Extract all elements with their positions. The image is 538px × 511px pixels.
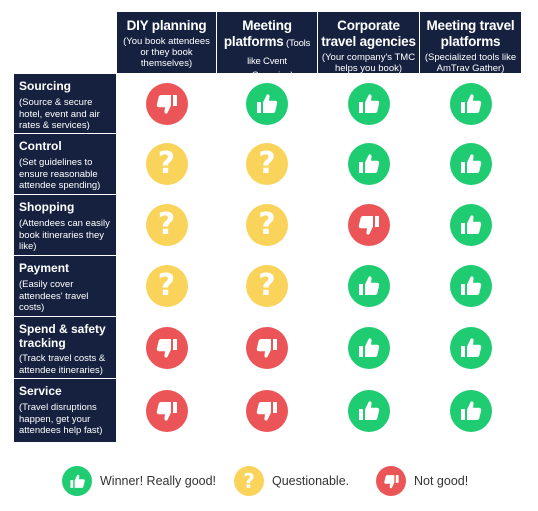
rating-cell	[217, 379, 317, 442]
row-subtitle: (Travel disruptions happen, get your att…	[19, 402, 103, 436]
column-subtitle-inline: (Tools like Cvent	[247, 38, 311, 67]
thumbs-up-icon	[62, 466, 92, 496]
row-title: Payment	[19, 261, 70, 275]
rating-cell	[420, 379, 521, 442]
question-mark-icon: ?	[145, 204, 188, 246]
column-subtitle: (Specialized tools like AmTrav Gather)	[424, 52, 517, 74]
question-glyph: ?	[258, 146, 276, 181]
column-title: Meeting platforms (Tools like Cvent	[220, 18, 314, 70]
rating-cell	[318, 256, 419, 316]
thumbs-up-icon	[449, 326, 492, 369]
thumbs-down-icon	[145, 82, 188, 125]
row-header-payment: Payment (Easily cover attendees' travel …	[14, 256, 116, 316]
rating-cell	[318, 379, 419, 442]
row-header-service: Service (Travel disruptions happen, get …	[14, 379, 116, 442]
question-glyph: ?	[157, 268, 176, 303]
question-glyph: ?	[243, 469, 255, 493]
question-mark-icon: ?	[246, 204, 288, 246]
row-header-sourcing: Sourcing (Source & secure hotel, event a…	[14, 74, 116, 133]
thumbs-up-icon	[246, 82, 288, 125]
legend-label: Questionable.	[272, 474, 350, 488]
rating-cell	[117, 317, 216, 378]
legend-label: Winner! Really good!	[100, 474, 217, 488]
legend: Winner! Really good! ? Questionable. Not…	[0, 466, 538, 500]
column-header-meeting-travel-platforms: Meeting travel platforms (Specialized to…	[420, 12, 521, 74]
row-title: Service	[19, 384, 62, 398]
row-subtitle: (Attendees can easily book itineraries t…	[19, 218, 110, 252]
legend-item-good: Winner! Really good!	[62, 466, 216, 496]
row-subtitle: (Source & secure hotel, event and air ra…	[19, 97, 100, 131]
question-glyph: ?	[258, 268, 276, 303]
thumbs-up-icon	[449, 389, 492, 432]
question-mark-icon: ?	[246, 143, 288, 185]
rating-cell: ?	[217, 195, 317, 255]
question-mark-icon: ?	[145, 265, 188, 307]
column-title: Meeting travel platforms	[426, 18, 515, 49]
legend-label: Not good!	[414, 474, 469, 488]
rating-cell	[117, 74, 216, 133]
row-header-shopping: Shopping (Attendees can easily book itin…	[14, 195, 116, 255]
question-mark-icon: ?	[246, 265, 288, 307]
column-header-corporate-travel: Corporate travel agencies (Your company'…	[318, 12, 419, 74]
rating-cell	[420, 134, 521, 194]
row-title: Control	[19, 139, 62, 153]
rating-cell	[217, 74, 317, 133]
rating-cell	[318, 317, 419, 378]
rating-cell	[318, 134, 419, 194]
column-header-meeting-platforms: Meeting platforms (Tools like Cvent or G…	[217, 12, 317, 81]
row-subtitle: (Track travel costs & attendee itinerari…	[19, 353, 106, 376]
column-title: DIY planning	[126, 18, 207, 33]
row-title: Shopping	[19, 200, 75, 214]
column-subtitle: (Your company's TMC helps you book)	[321, 52, 416, 74]
thumbs-up-icon	[449, 265, 492, 307]
comparison-table: DIY planning (You book attendees or they…	[14, 12, 521, 442]
legend-item-bad: Not good!	[376, 466, 468, 496]
thumbs-up-icon	[347, 82, 390, 125]
row-header-spend-tracking: Spend & safety tracking (Track travel co…	[14, 317, 116, 378]
thumbs-up-icon	[449, 143, 492, 185]
question-mark-icon: ?	[234, 466, 264, 496]
thumbs-up-icon	[449, 82, 492, 125]
column-header-diy: DIY planning (You book attendees or they…	[117, 12, 216, 73]
column-title-text: Meeting platforms	[223, 18, 292, 49]
thumbs-up-icon	[347, 389, 390, 432]
thumbs-up-icon	[347, 143, 390, 185]
legend-item-question: ? Questionable.	[234, 466, 349, 496]
column-subtitle: (You book attendees or they book themsel…	[123, 36, 210, 69]
thumbs-up-icon	[347, 326, 390, 369]
thumbs-down-icon	[145, 389, 188, 432]
question-glyph: ?	[258, 207, 276, 242]
row-title: Spend & safety tracking	[19, 322, 106, 350]
row-title: Sourcing	[19, 79, 72, 93]
row-header-control: Control (Set guidelines to ensure reason…	[14, 134, 116, 194]
rating-cell	[318, 74, 419, 133]
rating-cell: ?	[117, 195, 216, 255]
rating-cell: ?	[117, 134, 216, 194]
rating-cell	[420, 195, 521, 255]
question-mark-icon: ?	[145, 143, 188, 185]
rating-cell	[117, 379, 216, 442]
rating-cell	[318, 195, 419, 255]
thumbs-down-icon	[376, 466, 406, 496]
row-subtitle: (Easily cover attendees' travel costs)	[19, 279, 89, 313]
rating-cell: ?	[217, 256, 317, 316]
thumbs-down-icon	[246, 389, 288, 432]
rating-cell: ?	[217, 134, 317, 194]
thumbs-down-icon	[246, 326, 288, 369]
thumbs-down-icon	[347, 204, 390, 246]
rating-cell	[420, 74, 521, 133]
question-glyph: ?	[157, 207, 176, 242]
column-title: Corporate travel agencies	[321, 18, 416, 49]
rating-cell	[420, 317, 521, 378]
thumbs-up-icon	[347, 265, 390, 307]
row-subtitle: (Set guidelines to ensure reasonable att…	[19, 157, 101, 191]
thumbs-down-icon	[145, 326, 188, 369]
rating-cell	[420, 256, 521, 316]
rating-cell: ?	[117, 256, 216, 316]
thumbs-up-icon	[449, 204, 492, 246]
rating-cell	[217, 317, 317, 378]
question-glyph: ?	[157, 146, 176, 181]
